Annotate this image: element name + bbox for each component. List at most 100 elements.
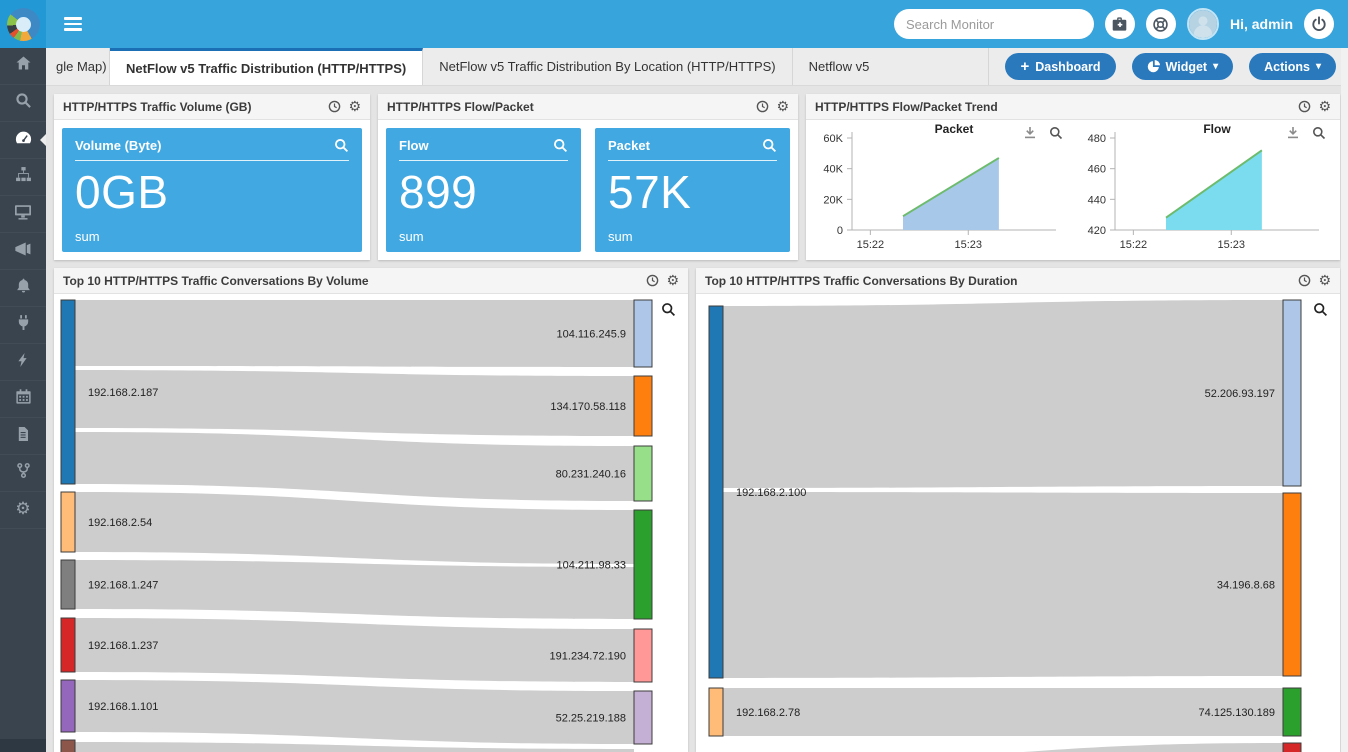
sankey-node[interactable] [633, 628, 653, 683]
widget-title: HTTP/HTTPS Traffic Volume (GB) [63, 99, 252, 114]
chart-title: Packet [935, 122, 974, 136]
topbar: Hi, admin [0, 0, 1348, 48]
sidebar-item-reports[interactable] [0, 418, 46, 455]
sankey-node[interactable] [60, 679, 76, 733]
sankey-node[interactable] [60, 739, 76, 752]
sidebar-item-quick-actions[interactable] [0, 344, 46, 381]
card-label: Packet [608, 138, 650, 153]
sankey-node-label: 191.234.72.190 [550, 651, 626, 663]
sidebar-item-announcement[interactable] [0, 233, 46, 270]
zoom-icon[interactable] [1313, 302, 1328, 317]
y-tick-label: 20K [823, 194, 843, 206]
sankey-node[interactable] [633, 690, 653, 745]
sankey-node[interactable] [60, 617, 76, 673]
sankey-node-label: 192.168.1.101 [88, 701, 158, 713]
plus-icon: + [1020, 58, 1030, 75]
tab-netflow-by-location[interactable]: NetFlow v5 Traffic Distribution By Locat… [423, 48, 793, 85]
sidebar-item-monitor[interactable] [0, 196, 46, 233]
chevron-down-icon: ▾ [1213, 61, 1219, 72]
sankey-node[interactable] [1282, 742, 1302, 752]
avatar[interactable] [1186, 8, 1219, 40]
sidebar-item-dashboard[interactable] [0, 122, 46, 159]
refresh-interval-icon[interactable] [328, 100, 341, 113]
sankey-node[interactable] [633, 375, 653, 437]
series-line [902, 157, 1000, 218]
card-footer: sum [608, 229, 633, 244]
sankey-link [75, 300, 634, 367]
sankey-link [75, 742, 634, 752]
sankey-node[interactable] [60, 491, 76, 553]
card-label: Flow [399, 138, 429, 153]
sankey-link [1023, 743, 1283, 752]
refresh-interval-icon[interactable] [1298, 274, 1311, 287]
tab-google-map-partial[interactable]: gle Map) [46, 48, 110, 85]
tab-netflow-distribution[interactable]: NetFlow v5 Traffic Distribution (HTTP/HT… [110, 48, 424, 85]
user-icon [1188, 10, 1217, 38]
card-zoom-icon[interactable] [762, 138, 777, 153]
sankey-node[interactable] [60, 559, 76, 610]
app-logo[interactable] [0, 0, 46, 48]
sidebar-item-home[interactable] [0, 48, 46, 85]
scrollbar[interactable] [1341, 48, 1348, 752]
menu-toggle-button[interactable] [60, 13, 86, 35]
toolbox-plus-icon [1113, 16, 1127, 31]
card-zoom-icon[interactable] [334, 138, 349, 153]
add-dashboard-button[interactable]: + Dashboard [1005, 53, 1116, 80]
zoom-icon[interactable] [1312, 126, 1326, 140]
export-icon[interactable] [1023, 126, 1037, 140]
tab-netflow-v5[interactable]: Netflow v5 [793, 48, 990, 85]
add-device-button[interactable] [1104, 9, 1135, 39]
widget-settings-icon[interactable]: ⚙ [776, 98, 789, 115]
widget-settings-icon[interactable]: ⚙ [666, 272, 679, 289]
card-value: 899 [399, 166, 478, 218]
sankey-node[interactable] [708, 305, 724, 679]
sidebar-item-plugins[interactable] [0, 307, 46, 344]
refresh-interval-icon[interactable] [1298, 100, 1311, 113]
widget-settings-icon[interactable]: ⚙ [348, 98, 361, 115]
support-button[interactable] [1145, 9, 1176, 39]
widget-settings-icon[interactable]: ⚙ [1318, 272, 1331, 289]
sidebar-item-settings[interactable]: ⚙ [0, 492, 46, 529]
actions-menu-button[interactable]: Actions ▾ [1249, 53, 1336, 80]
series-line [1165, 149, 1263, 219]
sidebar-item-alarms[interactable] [0, 270, 46, 307]
sankey-node-label: 134.170.58.118 [550, 401, 626, 413]
sankey-node[interactable] [60, 299, 76, 485]
sankey-node[interactable] [633, 299, 653, 368]
zoom-icon[interactable] [1049, 126, 1063, 140]
sidebar: ⚙ [0, 48, 46, 752]
widget-title: Top 10 HTTP/HTTPS Traffic Conversations … [705, 273, 1018, 288]
search-input[interactable] [905, 16, 1082, 32]
sankey-node[interactable] [1282, 299, 1302, 487]
export-icon[interactable] [1286, 126, 1300, 140]
sankey-node-label: 192.168.2.78 [736, 707, 800, 719]
volume-card: Volume (Byte) 0GB sum [62, 128, 362, 252]
workflows-icon [15, 462, 32, 484]
sidebar-item-search[interactable] [0, 85, 46, 122]
sidebar-item-workflows[interactable] [0, 455, 46, 492]
sankey-node[interactable] [708, 687, 724, 737]
sankey-node[interactable] [633, 509, 653, 620]
sankey-node[interactable] [633, 445, 653, 502]
sidebar-item-topology[interactable] [0, 159, 46, 196]
y-tick-label: 460 [1088, 164, 1106, 176]
refresh-interval-icon[interactable] [646, 274, 659, 287]
area-series [903, 157, 999, 230]
widget-title: Top 10 HTTP/HTTPS Traffic Conversations … [63, 273, 369, 288]
widget-settings-icon[interactable]: ⚙ [1318, 98, 1331, 115]
widget-menu-button[interactable]: Widget ▾ [1131, 53, 1234, 80]
sankey-link [75, 370, 634, 436]
sankey-node[interactable] [1282, 492, 1302, 677]
zoom-icon[interactable] [661, 302, 676, 317]
card-footer: sum [75, 229, 100, 244]
sidebar-item-schedules[interactable] [0, 381, 46, 418]
logout-button[interactable] [1304, 9, 1334, 39]
plugins-icon [15, 314, 32, 336]
refresh-interval-icon[interactable] [756, 100, 769, 113]
flow-trend-chart: 480 460 440 420 15:22 15:23 Flow [1073, 122, 1336, 258]
card-zoom-icon[interactable] [553, 138, 568, 153]
sankey-link [723, 300, 1283, 488]
sankey-node[interactable] [1282, 687, 1302, 737]
packet-trend-chart: 60K 40K 20K 0 15:22 15:23 Packet [810, 122, 1073, 258]
sankey-node-label: 104.116.245.9 [556, 329, 626, 341]
